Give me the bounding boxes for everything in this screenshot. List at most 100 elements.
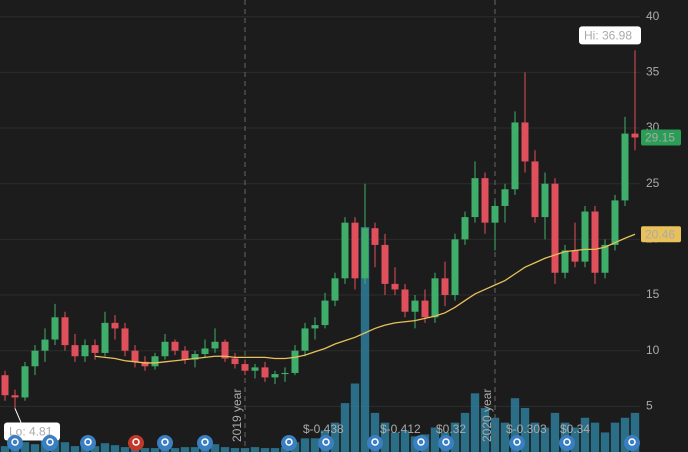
event-icon-inner: [161, 438, 169, 446]
candle-body: [221, 341, 229, 359]
candle-body: [161, 341, 169, 357]
candle-body: [551, 183, 559, 273]
candle-body: [351, 222, 359, 279]
candle-body: [291, 350, 299, 373]
hi-label: Hi: 36.98: [584, 28, 632, 42]
event-icon: [128, 435, 144, 451]
y-tick-label: 25: [646, 176, 660, 190]
volume-bar: [270, 448, 280, 452]
volume-bar: [590, 422, 600, 452]
candle-body: [271, 374, 279, 378]
event-icon: [559, 435, 575, 451]
volume-bar: [220, 447, 230, 452]
candle-body: [531, 161, 539, 218]
moving-average-line: [94, 233, 636, 364]
volume-bar: [90, 446, 100, 452]
volume-bar: [250, 447, 260, 452]
candle-body: [461, 217, 469, 240]
candle-body: [301, 328, 309, 351]
candle-body: [401, 289, 409, 312]
y-tick-label: 5: [646, 399, 653, 413]
volume-bar: [500, 422, 510, 452]
volume-bar: [170, 448, 180, 452]
candle-body: [501, 189, 509, 206]
volume-bar: [430, 427, 440, 452]
dividend-label: $0.34: [560, 422, 590, 436]
candle-body: [181, 350, 189, 360]
volume-bar: [110, 445, 120, 452]
event-icon: [7, 435, 23, 451]
dividend-label: $-0.438: [303, 422, 344, 436]
volume-bar: [0, 446, 10, 452]
candle-body: [121, 328, 129, 351]
event-icon: [624, 435, 640, 451]
volume-bar: [60, 442, 70, 452]
volume-bar: [150, 448, 160, 452]
event-icon-inner: [513, 438, 521, 446]
year-label: 2020 year: [480, 389, 494, 442]
candle-body: [491, 205, 499, 223]
candle-body: [141, 361, 149, 367]
event-icon-inner: [371, 438, 379, 446]
price-tag-label: 20.46: [645, 227, 675, 241]
volume-bar: [480, 407, 490, 452]
candle-body: [371, 228, 379, 245]
candle-body: [621, 133, 629, 201]
y-tick-label: 10: [646, 343, 660, 357]
candle-body: [61, 317, 69, 346]
price-tag-label: 29.15: [645, 131, 675, 145]
candle-body: [1, 375, 9, 396]
dividend-label: $-0.303: [506, 422, 547, 436]
volume-bar: [180, 447, 190, 452]
candle-body: [611, 200, 619, 245]
candle-body: [561, 250, 569, 273]
candle-body: [41, 339, 49, 351]
candle-body: [571, 250, 579, 262]
volume-bar: [260, 448, 270, 452]
candle-body: [251, 367, 259, 371]
candle-body: [591, 211, 599, 273]
volume-bar: [550, 412, 560, 452]
candle-body: [421, 300, 429, 318]
volume-bar: [300, 438, 310, 452]
candle-body: [391, 283, 399, 290]
volume-bar: [100, 443, 110, 452]
candle-body: [481, 178, 489, 223]
candle-body: [361, 228, 369, 279]
volume-bar: [120, 447, 130, 452]
volume-bar: [620, 417, 630, 452]
lo-label: Lo: 4.81: [9, 425, 53, 439]
volume-bar: [390, 432, 400, 452]
event-icon-inner: [322, 438, 330, 446]
candle-body: [241, 364, 249, 371]
event-icon: [197, 435, 213, 451]
candle-body: [601, 244, 609, 273]
volume-bar: [230, 448, 240, 452]
candle-body: [71, 345, 79, 357]
candle-body: [281, 372, 289, 375]
y-tick-label: 40: [646, 9, 660, 23]
year-label: 2019 year: [230, 389, 244, 442]
price-tag: [641, 226, 681, 243]
candle-body: [441, 278, 449, 296]
volume-bar: [140, 448, 150, 452]
candle-body: [511, 122, 519, 190]
volume-bar: [30, 444, 40, 452]
event-icon: [367, 435, 383, 451]
candle-body: [31, 350, 39, 367]
candle-body: [321, 300, 329, 326]
candle-body: [111, 322, 119, 329]
event-icon-inner: [563, 438, 571, 446]
candle-body: [341, 222, 349, 279]
volume-bar: [400, 430, 410, 452]
candle-body: [231, 358, 239, 365]
event-icon: [157, 435, 173, 451]
candle-body: [331, 278, 339, 301]
volume-bar: [20, 442, 30, 452]
candle-body: [131, 350, 139, 362]
volume-bar: [190, 447, 200, 452]
candle-body: [11, 395, 19, 398]
event-icon-inner: [11, 438, 19, 446]
